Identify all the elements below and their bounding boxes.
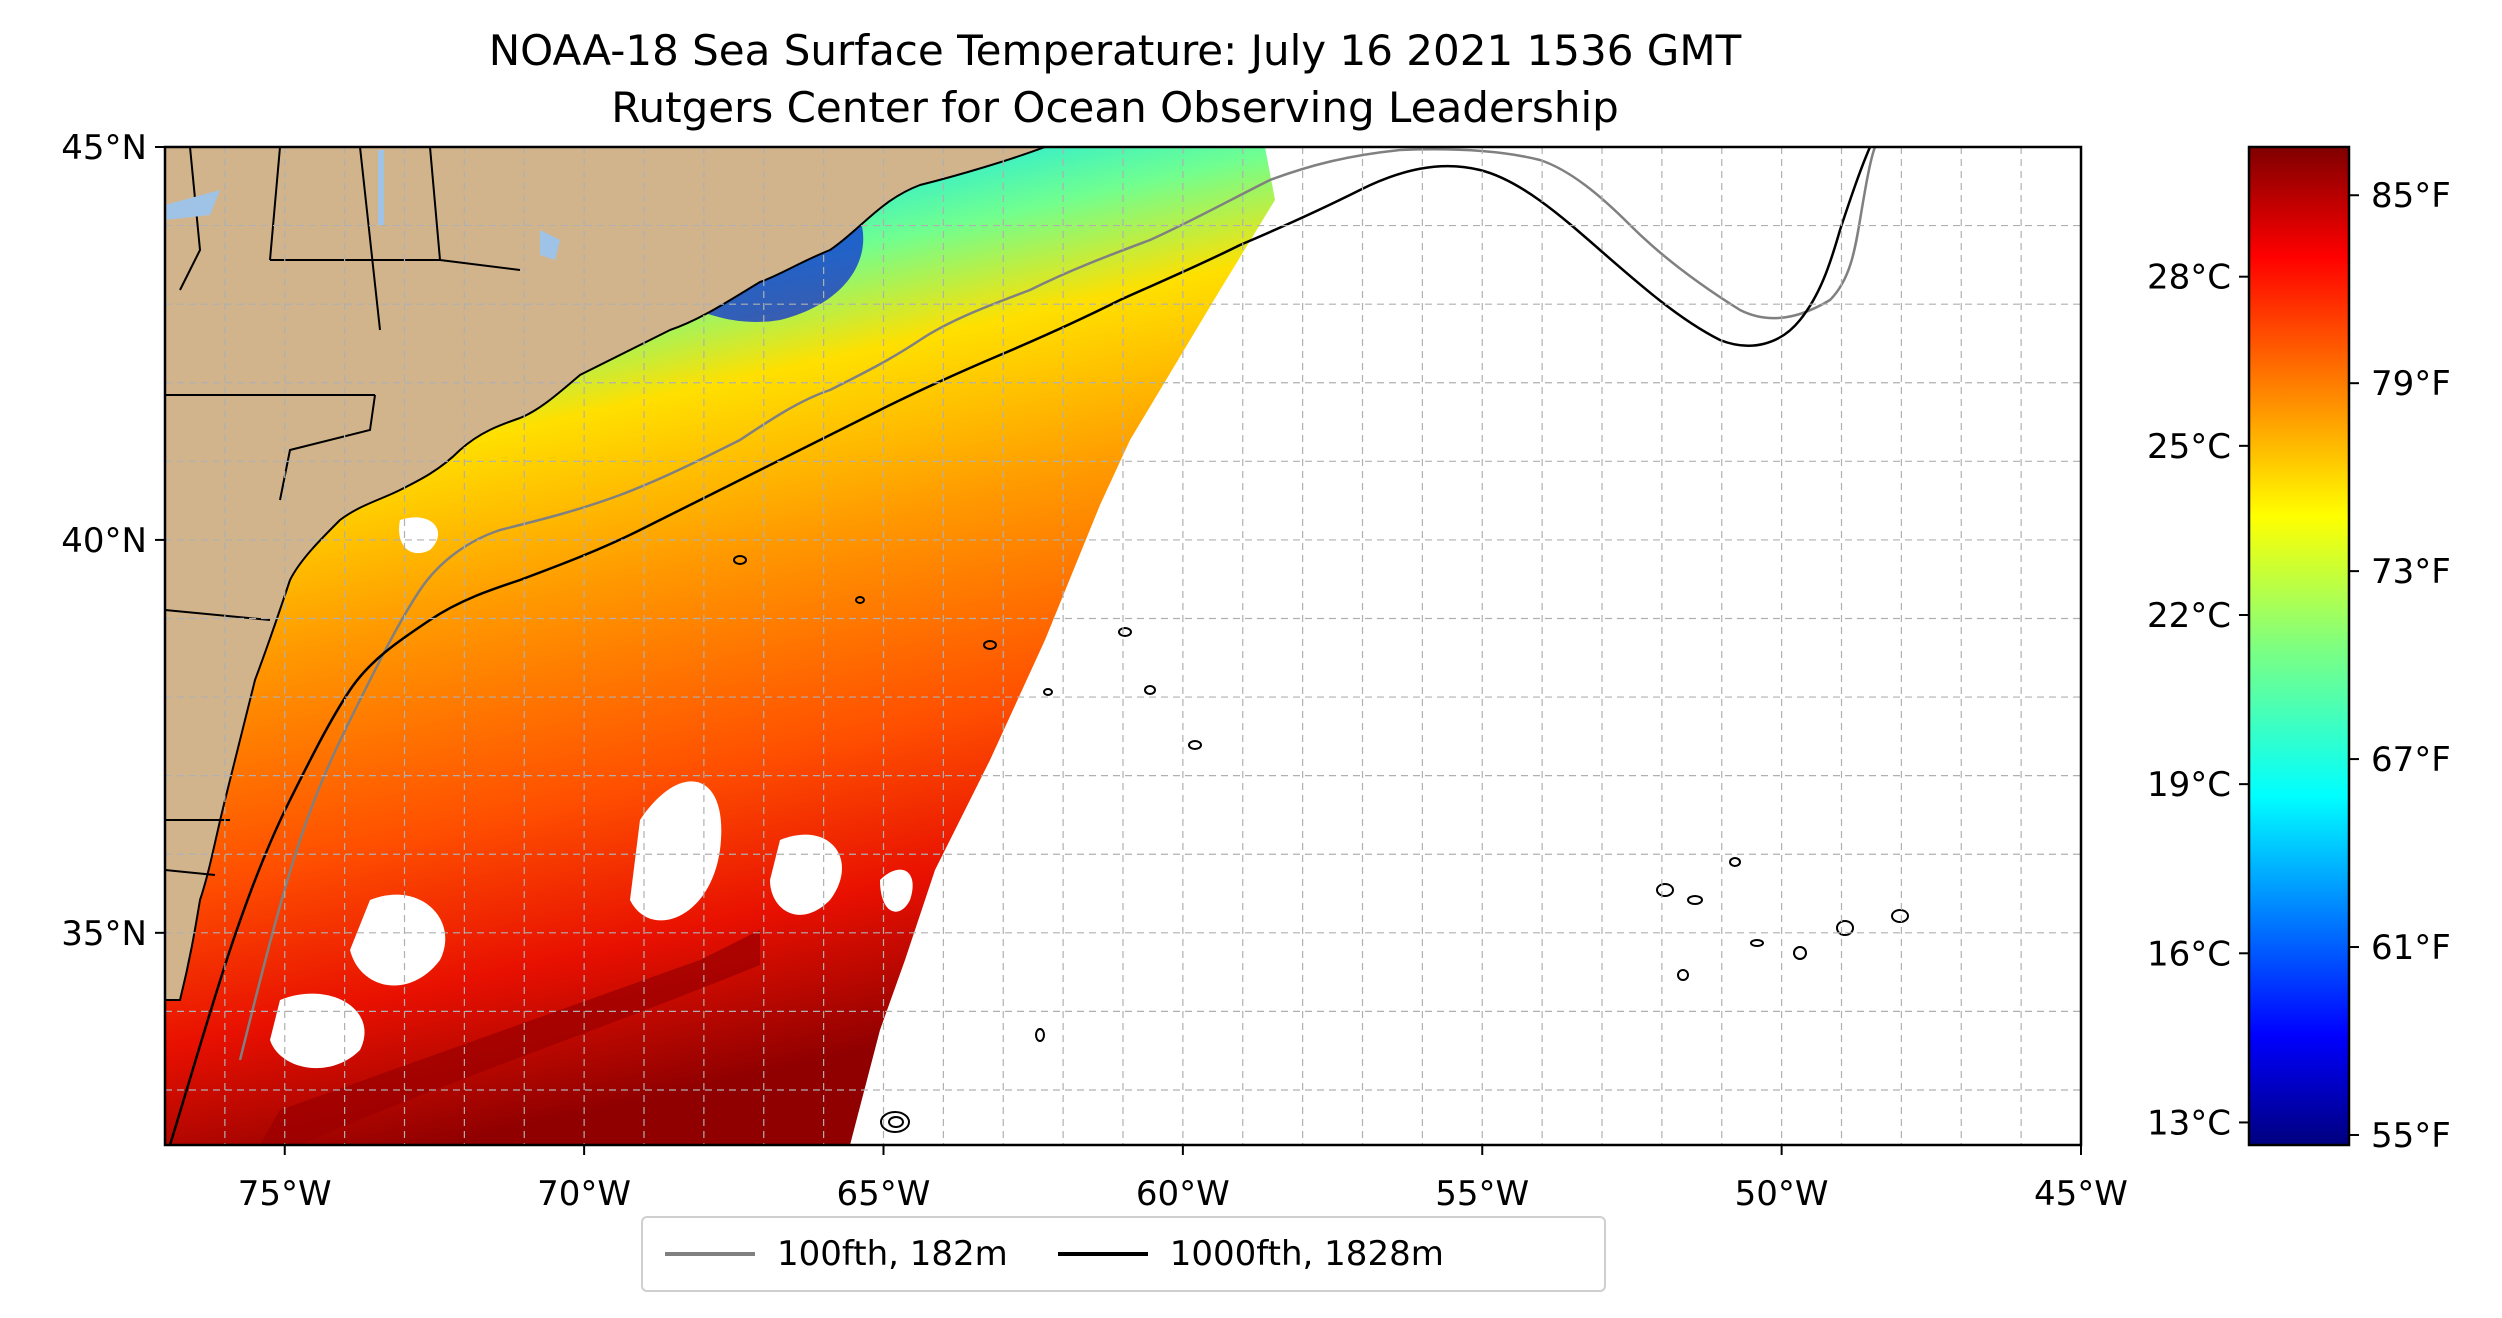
gridlines <box>164 146 2082 1145</box>
lon-tick-label: 55°W <box>1435 1174 1529 1214</box>
lat-tick-label: 35°N <box>61 914 147 954</box>
legend-swatch-100fth <box>665 1252 755 1256</box>
celsius-tick-label: 25°C <box>2147 427 2231 467</box>
colorbar: 13°C 16°C 19°C 22°C 25°C 28°C 55°F 61°F 67°F 73°… <box>2147 145 2451 1156</box>
lon-tick-label: 45°W <box>2034 1174 2128 1214</box>
isobath-1000fth <box>168 147 1872 1145</box>
lat-tick-label: 45°N <box>61 128 147 168</box>
lat-tick-label: 40°N <box>61 521 147 561</box>
lon-tick-label: 50°W <box>1735 1174 1829 1214</box>
legend-swatch-1000fth <box>1057 1252 1148 1256</box>
fahrenheit-tick-label: 61°F <box>2371 928 2451 968</box>
seamounts <box>733 555 1909 1133</box>
lon-tick-label: 70°W <box>537 1174 631 1214</box>
state-borders <box>165 147 521 876</box>
colorbar-gradient <box>2247 145 2351 1147</box>
legend-item-100fth: 100fth, 182m <box>665 1234 1008 1274</box>
legend-label-1000fth: 1000fth, 1828m <box>1169 1234 1444 1274</box>
celsius-tick-label: 28°C <box>2147 258 2231 298</box>
isobath-100fth <box>238 147 1877 1061</box>
inland-water <box>165 150 560 260</box>
latitude-axis: 35°N 40°N 45°N <box>61 128 165 954</box>
fahrenheit-tick-label: 85°F <box>2371 176 2451 216</box>
map-frame <box>163 145 2083 1147</box>
fahrenheit-tick-label: 67°F <box>2371 740 2451 780</box>
title-line-2: Rutgers Center for Ocean Observing Leade… <box>611 83 1619 132</box>
fahrenheit-tick-label: 73°F <box>2371 552 2451 592</box>
cloud-gaps <box>270 244 913 1069</box>
title-line-1: NOAA-18 Sea Surface Temperature: July 16… <box>489 26 1742 75</box>
legend-label-100fth: 100fth, 182m <box>777 1234 1008 1274</box>
fahrenheit-tick-label: 55°F <box>2371 1116 2451 1156</box>
celsius-tick-label: 19°C <box>2147 765 2231 805</box>
longitude-axis: 75°W 70°W 65°W 60°W 55°W 50°W 45°W <box>238 1145 2128 1214</box>
map-panel: 75°W 70°W 65°W 60°W 55°W 50°W 45°W 35°N 40°N 45°… <box>61 128 2128 1214</box>
legend: 100fth, 182m 1000fth, 1828m <box>641 1216 1606 1292</box>
celsius-tick-label: 16°C <box>2147 934 2231 974</box>
celsius-tick-label: 13°C <box>2147 1103 2231 1143</box>
warm-core-band <box>260 930 760 1145</box>
lon-tick-label: 75°W <box>238 1174 332 1214</box>
celsius-tick-label: 22°C <box>2147 596 2231 636</box>
lon-tick-label: 60°W <box>1136 1174 1230 1214</box>
colorbar-fahrenheit-ticks: 55°F 61°F 67°F 73°F 79°F 85°F <box>2349 176 2451 1156</box>
colorbar-celsius-ticks: 13°C 16°C 19°C 22°C 25°C 28°C <box>2147 258 2249 1143</box>
legend-item-1000fth: 1000fth, 1828m <box>1057 1234 1444 1274</box>
lon-tick-label: 65°W <box>837 1174 931 1214</box>
fahrenheit-tick-label: 79°F <box>2371 364 2451 404</box>
